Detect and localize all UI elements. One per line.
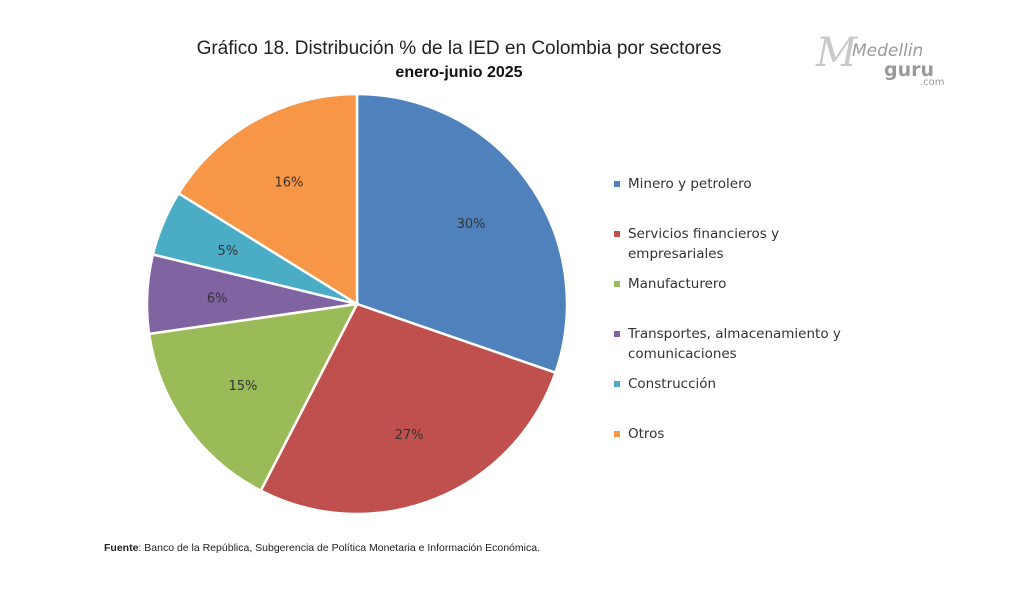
- legend-label: Manufacturero: [628, 276, 727, 292]
- legend-swatch: [614, 331, 620, 337]
- svg-text:M: M: [815, 30, 858, 76]
- source-prefix: Fuente: [104, 542, 139, 554]
- legend-swatch: [614, 181, 620, 187]
- source-text: : Banco de la República, Subgerencia de …: [138, 542, 540, 554]
- slice-label: 6%: [207, 291, 228, 306]
- legend-swatch: [614, 281, 620, 287]
- legend-label: Minero y petrolero: [628, 176, 752, 192]
- slice-label: 16%: [274, 176, 303, 191]
- slice-label: 27%: [395, 428, 424, 443]
- pie-slices: [145, 92, 569, 516]
- chart-title: Gráfico 18. Distribución % de la IED en …: [196, 38, 722, 59]
- slice-label: 5%: [218, 244, 239, 259]
- medellin-guru-logo: M Medellin guru .com: [815, 30, 945, 88]
- logo-text-guru: guru: [884, 59, 934, 81]
- pie-slice-manufacturero: [147, 302, 360, 493]
- logo-text-main: Medellin: [852, 41, 923, 61]
- pie-slice-otros: [176, 92, 359, 307]
- pie-slice-servicios: [259, 302, 558, 516]
- chart-subtitle: enero-junio 2025: [395, 64, 523, 81]
- logo-text-domain: .com: [920, 77, 945, 88]
- legend-label: Construcción: [628, 376, 717, 392]
- source-note: Fuente: Banco de la República, Subgerenc…: [104, 542, 540, 554]
- pie-labels: 30% 27% 15% 6% 5% 16%: [207, 176, 486, 443]
- legend-label: Servicios financieros y empresariales: [628, 226, 780, 262]
- pie-slice-minero: [355, 92, 569, 375]
- slice-label: 15%: [229, 379, 258, 394]
- legend-swatch: [614, 431, 620, 437]
- legend-label: Transportes, almacenamiento y comunicaci…: [628, 326, 841, 362]
- legend-swatch: [614, 381, 620, 387]
- slice-label: 30%: [457, 217, 486, 232]
- legend-label: Otros: [628, 426, 665, 442]
- legend-swatch: [614, 231, 620, 237]
